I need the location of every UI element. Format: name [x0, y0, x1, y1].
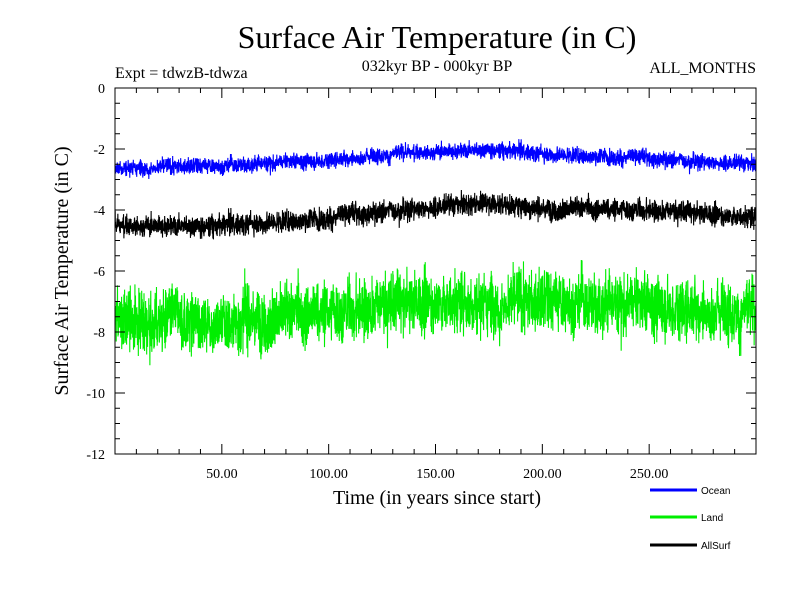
x-tick-label: 150.00: [416, 467, 455, 482]
series-layer: [114, 139, 757, 366]
y-tick-label: -4: [93, 204, 105, 219]
series-line-allsurf: [114, 189, 757, 240]
x-tick-label: 100.00: [309, 467, 348, 482]
plot-frame: [114, 87, 757, 455]
x-tick-label: 200.00: [523, 467, 562, 482]
x-tick-labels: 50.00 100.00 150.00 200.00 250.00: [206, 467, 668, 482]
series-line-ocean: [114, 139, 757, 179]
y-tick-label: -12: [86, 448, 105, 463]
x-tick-label: 250.00: [630, 467, 669, 482]
expt-label: Expt = tdwzB-tdwza: [115, 65, 248, 82]
chart-subtitle: 032kyr BP - 000kyr BP: [362, 58, 513, 75]
legend-label-allsurf: AllSurf: [701, 541, 731, 552]
legend-label-ocean: Ocean: [701, 486, 730, 497]
y-tick-label: -8: [93, 326, 105, 341]
y-axis-label: Surface Air Temperature (in C): [51, 146, 73, 395]
y-tick-labels: 0 -2 -4 -6 -8 -10 -12: [86, 82, 105, 463]
x-axis-label: Time (in years since start): [333, 487, 541, 509]
months-label: ALL_MONTHS: [649, 60, 756, 77]
x-tick-label: 50.00: [206, 467, 238, 482]
y-tick-label: -10: [86, 387, 105, 402]
legend-label-land: Land: [701, 513, 723, 524]
series-line-land: [114, 259, 757, 366]
y-tick-label: -6: [93, 265, 105, 280]
y-tick-label: 0: [98, 82, 105, 97]
y-tick-label: -2: [93, 143, 105, 158]
legend: Ocean Land AllSurf: [650, 486, 731, 552]
tick-marks: [115, 87, 756, 455]
chart-title: Surface Air Temperature (in C): [238, 19, 637, 55]
